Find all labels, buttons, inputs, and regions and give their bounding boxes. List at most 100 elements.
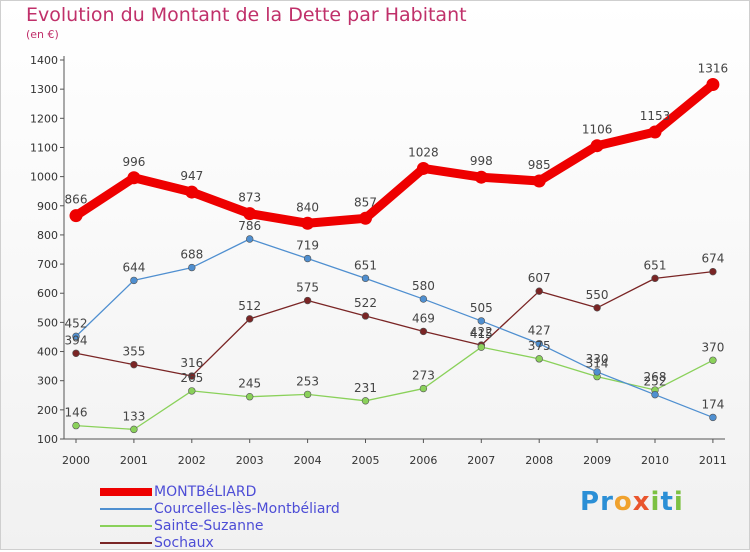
data-point (474, 170, 488, 184)
data-point (246, 235, 254, 243)
data-label: 866 (65, 193, 88, 207)
data-label: 427 (528, 324, 551, 338)
data-label: 512 (238, 299, 261, 313)
legend-swatch (100, 525, 152, 527)
data-label: 985 (528, 158, 551, 172)
series-line-2 (75, 238, 714, 419)
data-point (593, 368, 601, 376)
legend-label: Sainte-Suzanne (154, 518, 264, 534)
data-point (72, 421, 80, 430)
legend-swatch (100, 542, 152, 544)
data-point (359, 211, 372, 225)
y-tick-label: 600 (37, 287, 58, 300)
data-point (188, 372, 196, 380)
x-tick-label: 2005 (352, 454, 380, 467)
data-point (361, 274, 370, 283)
data-point (535, 339, 543, 348)
y-tick-label: 100 (37, 433, 58, 446)
data-point (243, 207, 257, 221)
x-tick-label: 2008 (525, 454, 553, 467)
y-tick-label: 700 (37, 258, 58, 271)
data-label: 265 (180, 371, 203, 385)
data-label: 1316 (698, 61, 729, 75)
y-tick-label: 200 (37, 404, 58, 417)
y-tick-label: 1000 (30, 171, 58, 184)
x-tick-label: 2010 (641, 454, 669, 467)
data-point (185, 185, 199, 199)
chart-title: Evolution du Montant de la Dette par Hab… (26, 4, 467, 26)
series-line-3 (75, 346, 714, 431)
data-label: 505 (470, 301, 493, 315)
data-label: 522 (354, 296, 377, 310)
data-point (535, 287, 543, 295)
data-label: 651 (644, 258, 667, 272)
data-point (532, 174, 546, 188)
data-point (301, 216, 315, 230)
x-tick-label: 2004 (294, 454, 322, 467)
data-point (651, 274, 659, 283)
data-point (361, 312, 370, 320)
x-tick-label: 2011 (699, 454, 727, 467)
data-point (246, 393, 254, 401)
data-label: 375 (528, 339, 551, 353)
data-point (72, 349, 80, 357)
data-label: 252 (644, 375, 667, 389)
data-point (130, 276, 138, 285)
x-tick-label: 2007 (467, 454, 495, 467)
data-point (651, 390, 659, 399)
data-label: 1106 (582, 123, 613, 137)
y-tick-label: 300 (37, 375, 58, 388)
y-tick-label: 500 (37, 316, 58, 329)
data-label: 133 (122, 409, 145, 423)
data-point (477, 343, 485, 351)
data-point (72, 332, 80, 341)
y-tick-label: 1200 (30, 112, 58, 125)
x-tick-label: 2009 (583, 454, 611, 467)
data-label: 355 (122, 345, 145, 359)
data-point (188, 263, 196, 272)
data-point (709, 267, 717, 276)
proxiti-logo: Proxiti (580, 487, 684, 517)
data-point (303, 254, 312, 263)
data-point (246, 315, 254, 323)
x-tick-label: 2001 (120, 454, 148, 467)
data-label: 998 (470, 154, 493, 168)
chart-subtitle: (en €) (26, 28, 59, 41)
data-point (706, 77, 720, 91)
y-tick-label: 1400 (30, 54, 58, 67)
data-point (130, 360, 138, 369)
data-label: 607 (528, 271, 551, 285)
data-label: 316 (180, 356, 203, 370)
data-point (477, 317, 485, 325)
data-label: 370 (701, 340, 724, 354)
data-label: 253 (296, 374, 319, 388)
y-tick-label: 800 (37, 229, 58, 242)
y-tick-label: 400 (37, 346, 58, 359)
data-point (127, 171, 141, 185)
data-point (416, 161, 430, 175)
legend-label: MONTBéLIARD (154, 484, 257, 500)
data-label: 674 (701, 252, 724, 266)
legend-swatch (100, 488, 152, 496)
data-label: 947 (180, 169, 203, 183)
y-tick-label: 1300 (30, 83, 58, 96)
data-label: 840 (296, 200, 319, 214)
data-point (361, 397, 370, 405)
data-label: 786 (238, 219, 261, 233)
data-point (590, 139, 604, 153)
data-point (419, 384, 428, 393)
data-point (709, 413, 717, 422)
data-point (130, 425, 138, 434)
data-point (648, 125, 662, 139)
data-label: 1153 (640, 109, 671, 123)
data-label: 651 (354, 258, 377, 272)
legend-label: Sochaux (154, 535, 214, 551)
data-label: 873 (238, 191, 261, 205)
data-label: 580 (412, 279, 435, 293)
data-label: 644 (122, 260, 145, 274)
data-label: 245 (238, 377, 261, 391)
data-label: 146 (65, 406, 88, 420)
data-label: 268 (644, 370, 667, 384)
